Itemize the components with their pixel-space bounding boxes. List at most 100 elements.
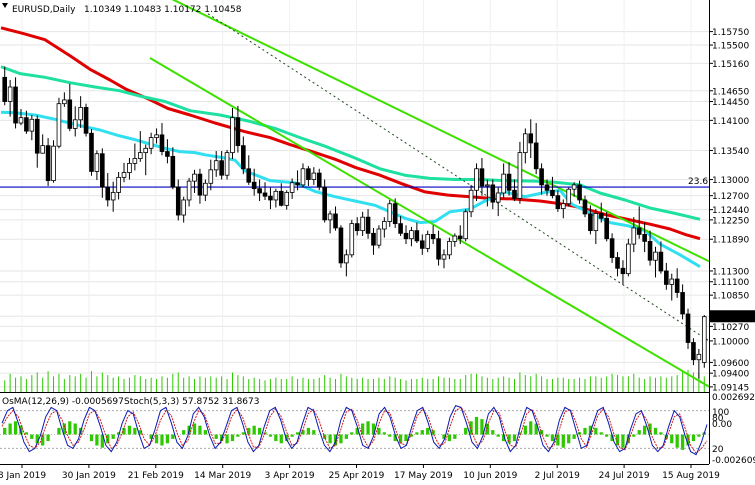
- date-tick-label: 2 Jul 2019: [535, 471, 580, 481]
- candle-body: [116, 176, 121, 193]
- candle-body: [642, 233, 647, 242]
- candle-body: [425, 233, 431, 249]
- candle-body: [653, 251, 658, 261]
- candle: [539, 163, 544, 195]
- candle-body: [7, 86, 13, 102]
- candle-body: [501, 173, 506, 194]
- candle: [647, 230, 653, 266]
- candle: [289, 178, 295, 199]
- candle-body: [83, 107, 89, 134]
- date-tick-label: 30 Jan 2019: [62, 471, 116, 481]
- candle-body: [664, 270, 669, 285]
- moving-average-line: [0, 26, 701, 241]
- candle-body: [306, 168, 311, 180]
- price-tick-label: 1.11100: [712, 278, 749, 288]
- candle-body: [72, 119, 78, 129]
- price-tick-label: 1.10458: [712, 313, 749, 323]
- candle-body: [669, 278, 675, 285]
- candle-body: [278, 190, 284, 206]
- candle-body: [577, 184, 582, 201]
- candle-body: [680, 292, 685, 315]
- candle-body: [604, 217, 609, 240]
- candle-body: [544, 184, 550, 191]
- candle-body: [132, 158, 138, 164]
- candle-body: [479, 168, 485, 187]
- channel-lines[interactable]: [70, 0, 710, 388]
- candle: [251, 168, 257, 196]
- candle: [598, 202, 604, 223]
- channel-line[interactable]: [149, 57, 710, 388]
- candle-body: [598, 213, 604, 219]
- candle-body: [696, 353, 702, 361]
- candle: [105, 173, 111, 207]
- candle-body: [175, 186, 181, 216]
- date-tick-label: 24 Jul 2019: [599, 471, 650, 481]
- candle: [463, 209, 468, 242]
- candle: [284, 190, 290, 210]
- candle-body: [24, 117, 29, 132]
- price-tick-label: 1.10270: [712, 323, 749, 333]
- grid-lines: [0, 0, 709, 392]
- candle: [571, 182, 577, 197]
- candle-body: [566, 188, 572, 205]
- candle: [674, 268, 680, 298]
- candle: [382, 217, 387, 238]
- candle: [257, 179, 262, 202]
- candle-body: [441, 254, 447, 260]
- candle: [506, 162, 512, 196]
- candle: [262, 182, 268, 200]
- candle: [110, 181, 116, 212]
- candle-body: [371, 232, 376, 246]
- candle: [685, 308, 691, 349]
- candle-body: [203, 182, 208, 196]
- candle: [40, 134, 45, 154]
- price-tick-label: 1.13000: [712, 176, 749, 186]
- candle-body: [219, 160, 224, 176]
- candle: [78, 96, 83, 128]
- candle-body: [295, 182, 300, 186]
- candle: [696, 348, 702, 379]
- candle: [203, 179, 208, 202]
- price-tick-label: 1.14100: [712, 117, 749, 127]
- candle: [137, 131, 143, 162]
- candle: [51, 140, 56, 183]
- candle-body: [609, 238, 615, 258]
- candle: [89, 128, 94, 176]
- candle: [544, 179, 550, 196]
- candle-body: [495, 192, 501, 203]
- candle: [501, 163, 506, 199]
- candle: [170, 147, 176, 190]
- candle: [371, 227, 376, 255]
- candle-body: [2, 76, 8, 102]
- candle: [664, 262, 669, 290]
- candle: [593, 209, 599, 245]
- candle: [327, 210, 333, 234]
- candle: [213, 151, 219, 177]
- candle-body: [447, 240, 452, 256]
- date-tick-label: 3 Apr 2019: [265, 471, 315, 481]
- candle-body: [392, 203, 398, 225]
- oscillator-axis-label: 20: [712, 445, 724, 455]
- candle-body: [409, 230, 414, 240]
- candle: [528, 119, 534, 159]
- candle-body: [143, 147, 149, 154]
- candle: [701, 315, 707, 368]
- candle-body: [284, 192, 290, 206]
- date-tick-label: 14 Mar 2019: [194, 471, 251, 481]
- date-tick-label: 10 Jun 2019: [463, 471, 517, 481]
- candle-body: [100, 153, 105, 188]
- candle-body: [29, 118, 35, 132]
- candle: [517, 141, 523, 204]
- candles: [2, 66, 707, 379]
- candle: [626, 238, 631, 277]
- chart-header: EURUSD,Daily 1.10349 1.10483 1.10172 1.1…: [2, 3, 242, 15]
- price-tick-label: 1.15500: [712, 42, 749, 52]
- candle-body: [620, 267, 626, 275]
- candle-body: [436, 238, 441, 260]
- candle: [132, 143, 138, 171]
- channel-line[interactable]: [70, 0, 710, 263]
- candle-body: [523, 133, 528, 154]
- candle: [208, 159, 214, 191]
- price-tick-label: 1.12700: [712, 192, 749, 202]
